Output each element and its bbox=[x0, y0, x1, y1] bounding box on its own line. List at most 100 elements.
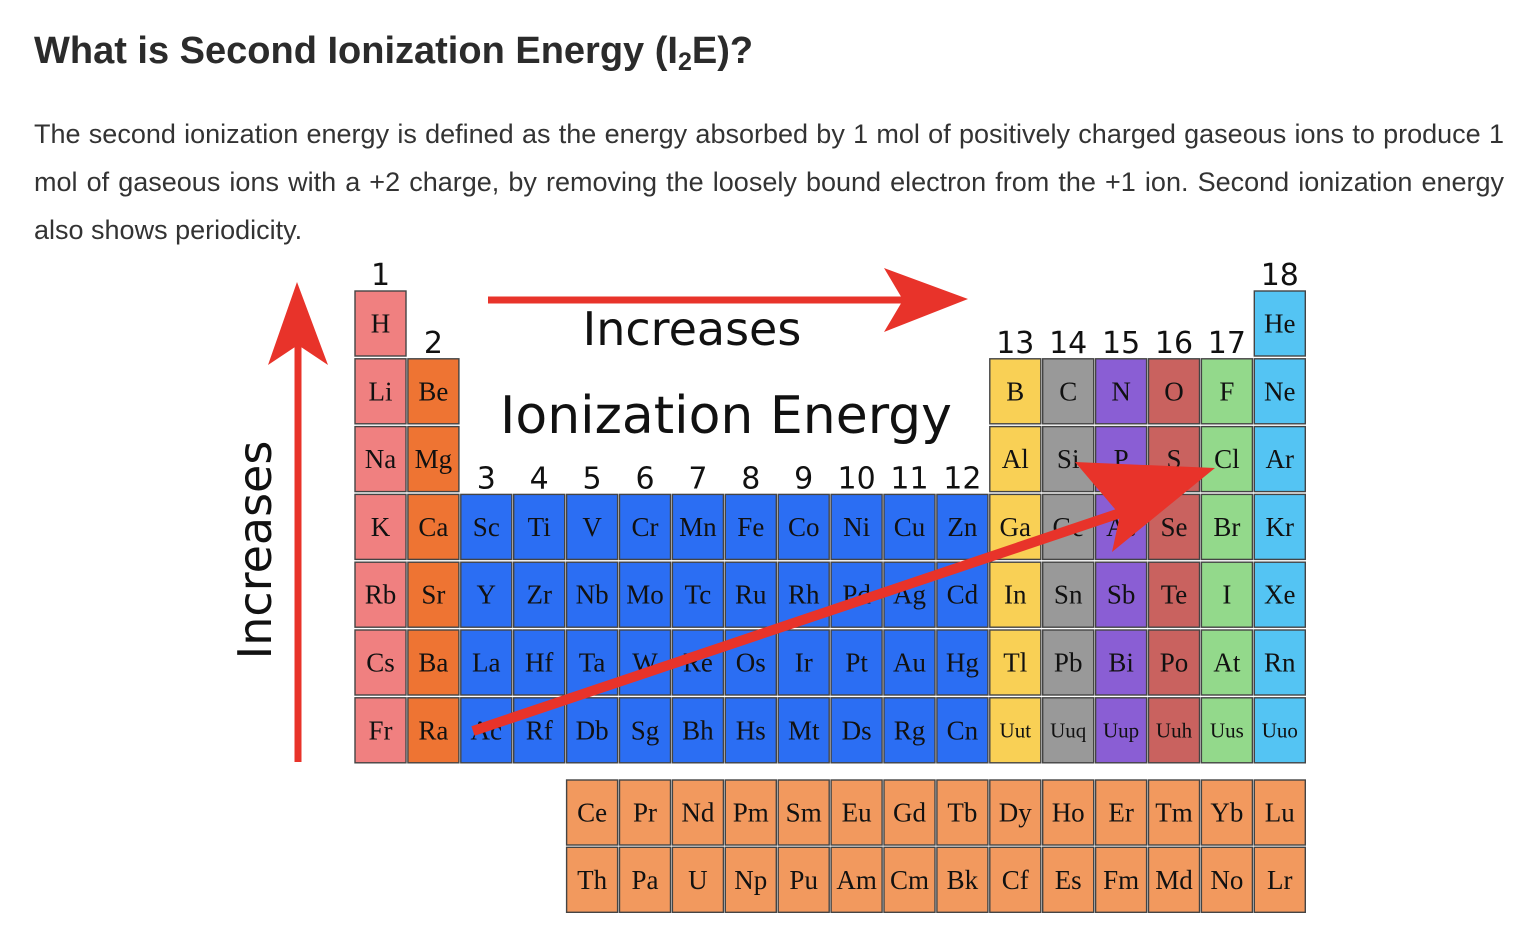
element-cell bbox=[671, 779, 725, 846]
group-label-15: 15 bbox=[1102, 326, 1140, 361]
element-symbol: Hf bbox=[525, 648, 554, 678]
element-cell bbox=[777, 779, 830, 846]
element-ne: Ne bbox=[1253, 358, 1307, 425]
element-cell bbox=[407, 493, 460, 561]
element-cell bbox=[1041, 629, 1095, 696]
element-cell bbox=[565, 846, 619, 913]
element-tm: Tm bbox=[1147, 779, 1201, 846]
element-symbol: Db bbox=[576, 715, 609, 745]
element-cell bbox=[1041, 358, 1095, 425]
element-symbol: Y bbox=[477, 580, 497, 610]
element-cell bbox=[989, 629, 1042, 696]
element-yb: Yb bbox=[1200, 779, 1254, 846]
element-symbol: Se bbox=[1161, 512, 1188, 542]
element-sr: Sr bbox=[407, 561, 460, 628]
element-symbol: Cf bbox=[1002, 865, 1029, 895]
element-cf: Cf bbox=[989, 846, 1042, 913]
element-symbol: Zn bbox=[947, 512, 977, 542]
element-cell bbox=[565, 779, 619, 846]
element-symbol: Rg bbox=[894, 715, 926, 745]
element-sg: Sg bbox=[618, 697, 672, 764]
element-symbol: Er bbox=[1108, 798, 1133, 828]
element-symbol: Ar bbox=[1266, 444, 1295, 474]
element-cell bbox=[989, 846, 1042, 913]
element-zr: Zr bbox=[513, 561, 566, 628]
element-cl: Cl bbox=[1200, 425, 1254, 493]
element-symbol: Pt bbox=[845, 648, 868, 678]
element-uup: Uup bbox=[1094, 697, 1148, 764]
element-symbol: Al bbox=[1002, 444, 1029, 474]
element-symbol: Cr bbox=[632, 512, 659, 542]
element-na: Na bbox=[354, 425, 407, 493]
element-symbol: Pm bbox=[733, 798, 769, 828]
element-symbol: Tc bbox=[685, 580, 712, 610]
element-tb: Tb bbox=[936, 779, 989, 846]
element-cell bbox=[671, 697, 725, 764]
group-label-6: 6 bbox=[635, 461, 654, 496]
element-cell bbox=[1147, 697, 1201, 764]
element-symbol: Uuo bbox=[1262, 718, 1298, 742]
element-fm: Fm bbox=[1094, 846, 1148, 913]
element-pa: Pa bbox=[618, 846, 672, 913]
element-symbol: Uuq bbox=[1050, 718, 1087, 742]
title-end: E)? bbox=[691, 30, 754, 72]
element-cell bbox=[1147, 561, 1201, 628]
element-pb: Pb bbox=[1041, 629, 1095, 696]
group-label-11: 11 bbox=[890, 461, 928, 496]
element-cell bbox=[936, 493, 989, 561]
element-cell bbox=[830, 493, 883, 561]
element-symbol: O bbox=[1164, 376, 1184, 406]
element-pt: Pt bbox=[830, 629, 883, 696]
element-cell bbox=[724, 697, 777, 764]
group-label-18: 18 bbox=[1261, 258, 1299, 293]
element-symbol: Fm bbox=[1103, 865, 1139, 895]
element-cell bbox=[883, 629, 936, 696]
element-cell bbox=[830, 846, 883, 913]
element-symbol: Hg bbox=[946, 648, 979, 678]
element-cell bbox=[724, 779, 777, 846]
element-cell bbox=[1200, 561, 1254, 628]
element-cell bbox=[989, 358, 1042, 425]
element-cell bbox=[460, 561, 513, 628]
element-symbol: Si bbox=[1057, 444, 1080, 474]
element-si: Si bbox=[1041, 425, 1095, 493]
element-symbol: Ne bbox=[1264, 376, 1295, 406]
element-symbol: Ti bbox=[528, 512, 551, 542]
element-cell bbox=[1200, 629, 1254, 696]
group-label-7: 7 bbox=[688, 461, 707, 496]
element-cm: Cm bbox=[883, 846, 936, 913]
element-tl: Tl bbox=[989, 629, 1042, 696]
element-symbol: Ds bbox=[842, 715, 872, 745]
element-symbol: Ta bbox=[579, 648, 606, 678]
element-uut: Uut bbox=[989, 697, 1042, 764]
element-es: Es bbox=[1041, 846, 1095, 913]
group-label-12: 12 bbox=[943, 461, 981, 496]
element-md: Md bbox=[1147, 846, 1201, 913]
element-cell bbox=[1200, 425, 1254, 493]
element-symbol: Tl bbox=[1003, 648, 1027, 678]
element-cell bbox=[354, 358, 407, 425]
element-symbol: F bbox=[1219, 376, 1234, 406]
element-cell bbox=[1253, 561, 1307, 628]
element-symbol: Ni bbox=[843, 512, 870, 542]
element-cell bbox=[565, 561, 619, 628]
element-symbol: Pa bbox=[632, 865, 659, 895]
element-symbol: Tb bbox=[947, 798, 977, 828]
element-symbol: Ga bbox=[1000, 512, 1031, 542]
element-ac: Ac bbox=[460, 697, 513, 764]
element-symbol: Mg bbox=[415, 444, 453, 474]
element-symbol: U bbox=[688, 865, 708, 895]
element-cell bbox=[1147, 629, 1201, 696]
element-symbol: Mt bbox=[788, 715, 820, 745]
element-al: Al bbox=[989, 425, 1042, 493]
element-no: No bbox=[1200, 846, 1254, 913]
element-th: Th bbox=[565, 846, 619, 913]
element-f: F bbox=[1200, 358, 1254, 425]
element-symbol: Uuh bbox=[1156, 718, 1193, 742]
element-cell bbox=[1041, 697, 1095, 764]
element-cell bbox=[407, 358, 460, 425]
element-symbol: Mn bbox=[679, 512, 717, 542]
element-sc: Sc bbox=[460, 493, 513, 561]
element-ba: Ba bbox=[407, 629, 460, 696]
